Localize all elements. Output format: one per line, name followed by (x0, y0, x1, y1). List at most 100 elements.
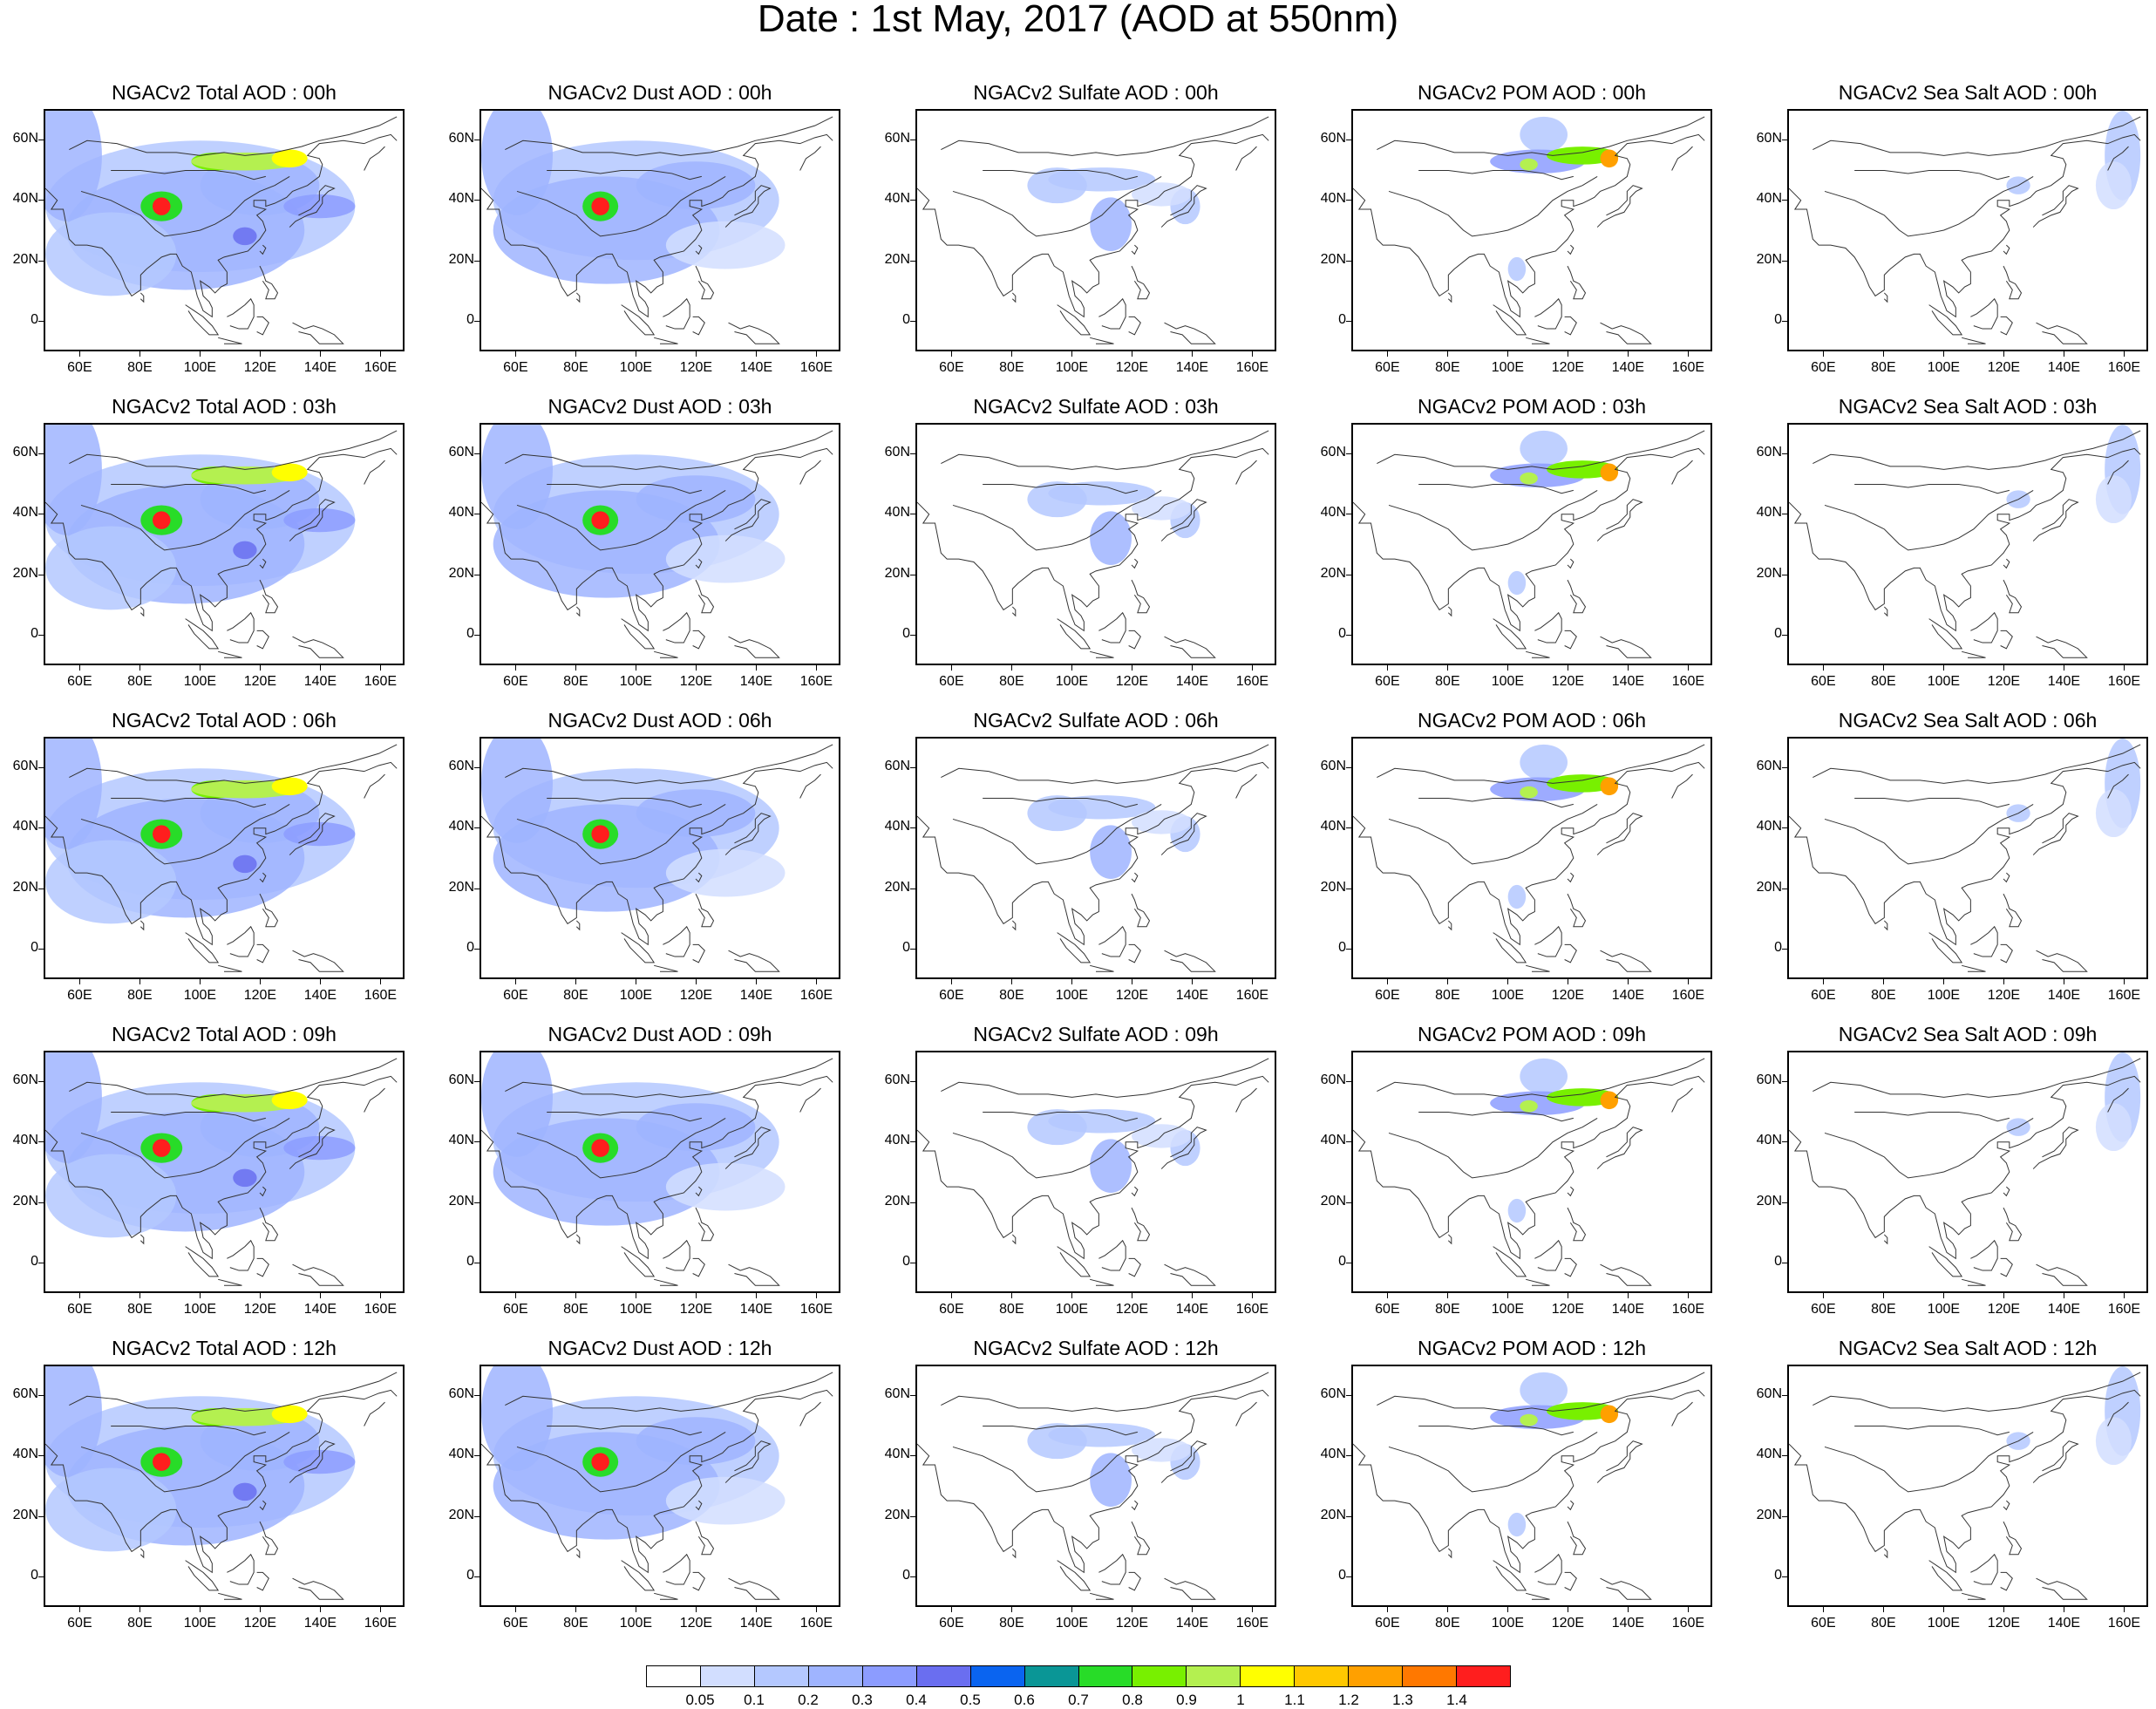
longitude-tick-label: 140E (739, 1302, 773, 1317)
coastline (1567, 244, 1574, 255)
latitude-tick-label: 20N (1756, 565, 1782, 581)
coastline (1164, 950, 1216, 972)
coastline (1813, 1058, 2141, 1098)
coastline (1090, 1278, 1114, 1286)
aerosol-field (1090, 825, 1132, 879)
colorbar-swatch (754, 1666, 809, 1686)
latitude-tick (474, 1080, 479, 1082)
longitude-tick (951, 665, 953, 671)
longitude-tick (951, 351, 953, 357)
aerosol-field (283, 1135, 356, 1161)
aerosol-field (271, 463, 308, 482)
longitude-tick (320, 979, 322, 984)
coastline (2107, 1401, 2129, 1426)
latitude-tick-label: 40N (1320, 505, 1346, 521)
longitude-tick (79, 1607, 81, 1612)
longitude-tick (696, 665, 697, 671)
latitude-tick-label: 0 (902, 626, 910, 642)
latitude-tick-label: 20N (12, 1193, 38, 1209)
longitude-tick (1688, 1607, 1690, 1612)
longitude-tick-label: 160E (799, 360, 833, 375)
longitude-tick-label: 160E (799, 674, 833, 689)
latitude-tick (1782, 766, 1787, 768)
longitude-tick-label: 100E (1055, 1302, 1089, 1317)
coastline (695, 244, 703, 255)
coastline (1418, 484, 1574, 494)
map-panel (915, 423, 1276, 665)
latitude-tick-label: 60N (1756, 1386, 1782, 1401)
latitude-tick-label: 20N (1320, 565, 1346, 581)
aerosol-field (1547, 460, 1619, 479)
longitude-tick-label: 160E (364, 360, 398, 375)
latitude-tick-label: 20N (448, 879, 474, 895)
longitude-tick (696, 1293, 697, 1298)
coastline (692, 943, 705, 963)
coastline (1564, 316, 1577, 336)
coastline (505, 116, 833, 156)
latitude-tick (910, 321, 915, 323)
coastline (1098, 611, 1126, 643)
coastline (505, 1372, 833, 1412)
coastline (917, 761, 1269, 946)
longitude-tick (1252, 1607, 1254, 1612)
longitude-tick-label: 100E (1055, 674, 1089, 689)
latitude-tick (1346, 1202, 1351, 1203)
longitude-tick (696, 351, 697, 357)
latitude-tick-label: 0 (1774, 312, 1782, 328)
aerosol-field (1507, 884, 1527, 909)
coastline (1567, 1186, 1574, 1197)
panel-title: NGACv2 Sea Salt AOD : 09h (1838, 1023, 2098, 1045)
coastline (1128, 1571, 1141, 1591)
coastline (575, 1548, 581, 1559)
aerosol-field (1520, 1372, 1568, 1408)
aerosol-field (2095, 789, 2132, 838)
latitude-tick-label: 40N (1320, 1447, 1346, 1462)
coastline (1160, 1127, 1207, 1169)
coastline (1235, 146, 1257, 171)
latitude-tick-label: 60N (448, 1072, 474, 1087)
latitude-tick (1782, 1394, 1787, 1396)
longitude-tick-label: 160E (2107, 988, 2141, 1003)
coastline (259, 1521, 279, 1556)
latitude-tick-label: 40N (1756, 191, 1782, 207)
coastline (1789, 1075, 2141, 1260)
latitude-tick-label: 20N (1756, 1507, 1782, 1522)
coastline (663, 1239, 690, 1271)
latitude-tick (38, 1202, 44, 1203)
coastline (1854, 484, 2010, 494)
coastline (728, 322, 780, 344)
map-panel (1787, 737, 2148, 979)
longitude-tick-label: 80E (1871, 988, 1896, 1003)
coastline (1011, 1234, 1017, 1245)
map-panel (915, 1051, 1276, 1293)
coastline (80, 175, 290, 237)
latitude-tick (1782, 321, 1787, 323)
coastline (1057, 304, 1092, 336)
longitude-tick-label: 80E (1435, 674, 1460, 689)
aerosol-field (1520, 744, 1568, 780)
coastline (728, 1263, 780, 1286)
aerosol-field (1048, 795, 1156, 820)
longitude-tick (260, 351, 262, 357)
coastline (1418, 1112, 1574, 1122)
coastline (695, 1186, 703, 1197)
latitude-tick-label: 60N (1320, 1072, 1346, 1087)
coastline (2036, 1263, 2088, 1286)
colorbar-swatch (647, 1666, 701, 1686)
latitude-tick-label: 20N (884, 251, 910, 267)
longitude-tick (260, 1607, 262, 1612)
coastline (1447, 1234, 1452, 1245)
latitude-tick-label: 0 (1338, 312, 1346, 328)
longitude-tick-label: 120E (243, 360, 277, 375)
longitude-tick-label: 120E (1551, 1302, 1585, 1317)
latitude-tick-label: 0 (902, 1254, 910, 1270)
longitude-tick-label: 140E (2047, 988, 2081, 1003)
colorbar-label: 1.4 (1446, 1692, 1467, 1708)
longitude-tick (200, 351, 201, 357)
coastline (364, 1401, 385, 1426)
colorbar-swatch (1024, 1666, 1079, 1686)
coastline (692, 316, 705, 336)
map-panel (479, 1365, 840, 1607)
coastline (69, 1058, 398, 1098)
coastline (259, 893, 279, 928)
